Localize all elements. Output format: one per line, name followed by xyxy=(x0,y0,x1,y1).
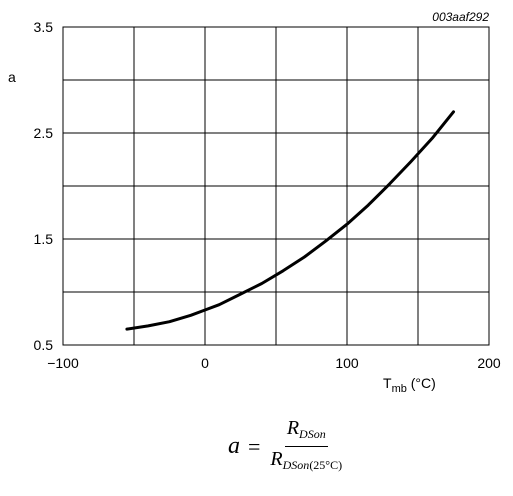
y-tick-labels: 0.5 1.5 2.5 3.5 xyxy=(34,19,54,353)
x-tick-label: 0 xyxy=(201,355,209,371)
y-tick-label: 1.5 xyxy=(34,231,54,247)
x-tick-label: −100 xyxy=(47,355,79,371)
x-tick-label: 100 xyxy=(335,355,359,371)
denominator-sub-main: DSon xyxy=(282,458,310,472)
numerator-sub: DSon xyxy=(299,427,326,441)
formula: a = RDSon RDSon(25°C) xyxy=(0,410,513,480)
y-tick-label: 0.5 xyxy=(34,337,54,353)
formula-lhs: a xyxy=(228,433,240,459)
y-tick-label: 3.5 xyxy=(34,19,54,35)
formula-fraction: RDSon RDSon(25°C) xyxy=(268,416,344,477)
x-axis-label: Tmb (°C) xyxy=(383,375,436,395)
plot-frame xyxy=(62,26,490,346)
grid xyxy=(62,26,490,346)
x-tick-labels: −100 0 100 200 xyxy=(47,355,501,371)
y-tick-label: 2.5 xyxy=(34,125,54,141)
denominator-main: R xyxy=(270,448,283,470)
numerator-main: R xyxy=(286,417,300,439)
chart-svg: −100 0 100 200 0.5 1.5 2.5 3.5 a Tmb (°C) 003a… xyxy=(8,10,501,395)
x-axis-label-unit: (°C) xyxy=(407,375,436,391)
x-tick-label: 200 xyxy=(477,355,501,371)
denominator-sub: DSon(25°C) xyxy=(283,458,342,472)
y-axis-label: a xyxy=(8,69,16,85)
series-line xyxy=(125,110,455,331)
x-axis-label-sub: mb xyxy=(392,383,407,395)
formula-expression: a = RDSon RDSon(25°C) xyxy=(228,416,344,477)
denominator-sub-paren: (25°C) xyxy=(309,458,343,472)
formula-denominator: RDSon(25°C) xyxy=(268,447,344,477)
formula-equals: = xyxy=(248,433,261,459)
figure-code: 003aaf292 xyxy=(432,10,489,24)
x-axis-label-main: T xyxy=(383,375,392,391)
formula-numerator: RDSon xyxy=(284,416,328,447)
